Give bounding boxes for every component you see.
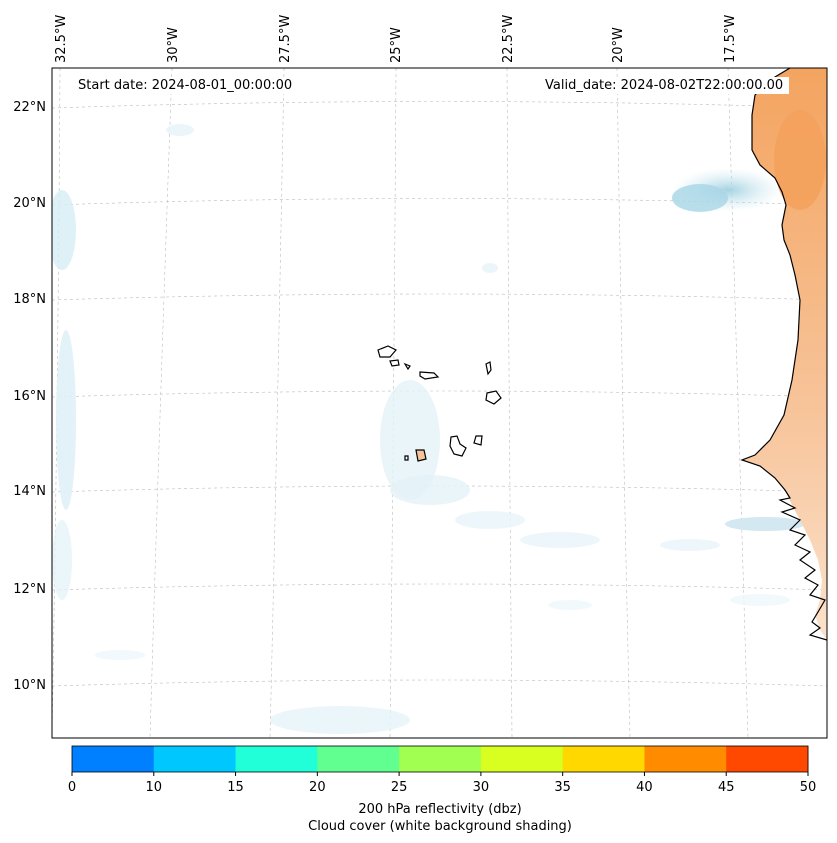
lon-label: 25°W: [389, 27, 404, 63]
map-area: [52, 68, 827, 738]
colorbar-tick-label: 50: [800, 780, 817, 795]
africa-coastline: [740, 68, 827, 641]
lat-label: 14°N: [13, 484, 46, 499]
colorbar-swatch: [153, 746, 237, 772]
colorbar-swatch: [235, 746, 318, 772]
lat-label: 20°N: [13, 196, 46, 211]
lat-label: 18°N: [13, 292, 46, 307]
cloud-shading: [52, 124, 805, 734]
latitude-labels: 22°N 20°N 18°N 16°N 14°N 12°N 10°N: [13, 100, 46, 693]
colorbar-tick-label: 45: [718, 780, 735, 795]
reflectivity-core: [774, 110, 826, 210]
colorbar-tick-label: 0: [68, 780, 76, 795]
colorbar-swatch: [72, 746, 155, 772]
colorbar-frame: [71, 745, 809, 773]
colorbar-swatch: [726, 746, 809, 772]
colorbar-tick-label: 30: [473, 780, 490, 795]
lat-label: 12°N: [13, 582, 46, 597]
africa-land: [742, 68, 827, 640]
map-frame: [51, 67, 828, 739]
colorbar-tick-label: 35: [554, 780, 571, 795]
graticule: [52, 68, 827, 738]
colorbar-swatch: [480, 746, 564, 772]
colorbar-swatch: [644, 746, 727, 772]
colorbar-tick-label: 20: [309, 780, 326, 795]
colorbar-swatch: [562, 746, 645, 772]
valid-date-label: Valid_date: 2024-08-02T22:00:00.00: [539, 77, 790, 94]
colorbar-tick-label: 10: [146, 780, 163, 795]
lon-label: 17.5°W: [723, 15, 738, 63]
lat-label: 22°N: [13, 100, 46, 115]
colorbar-swatch: [317, 746, 400, 772]
colorbar-ticks: 0 10 15 20 25 30 35 40 45 50: [68, 772, 816, 795]
lon-label: 30°W: [166, 27, 181, 63]
lon-label: 22.5°W: [501, 15, 516, 63]
lon-label: 27.5°W: [278, 15, 293, 63]
colorbar-label-line1: 200 hPa reflectivity (dbz): [358, 802, 521, 817]
colorbar: [72, 746, 809, 772]
cape-verde-islands: [377, 345, 502, 462]
colorbar-tick-label: 40: [636, 780, 653, 795]
lat-label: 16°N: [13, 389, 46, 404]
longitude-labels: 32.5°W 30°W 27.5°W 25°W 22.5°W 20°W 17.5…: [54, 15, 738, 63]
colorbar-tick-label: 15: [227, 780, 244, 795]
lon-label: 20°W: [611, 27, 626, 63]
lat-label: 10°N: [13, 678, 46, 693]
colorbar-label-line2: Cloud cover (white background shading): [308, 819, 572, 834]
colorbar-tick-label: 25: [391, 780, 408, 795]
lon-label: 32.5°W: [54, 15, 69, 63]
start-date-label: Start date: 2024-08-01_00:00:00: [72, 77, 299, 94]
colorbar-swatch: [399, 746, 482, 772]
